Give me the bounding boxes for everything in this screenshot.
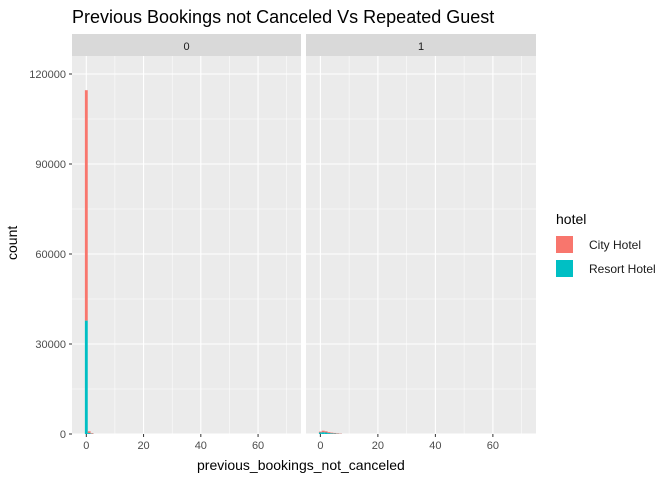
legend-label-city-hotel: City Hotel: [589, 238, 642, 252]
bar-resort-hotel: [87, 433, 91, 434]
panel-background: [72, 56, 301, 434]
x-axis-title: previous_bookings_not_canceled: [197, 457, 405, 473]
bar-resort-hotel: [324, 432, 328, 434]
x-tick-label: 20: [372, 440, 384, 452]
y-tick-label: 90000: [35, 159, 66, 171]
y-tick-label: 30000: [35, 339, 66, 351]
legend-title: hotel: [556, 211, 587, 227]
bar-resort-hotel: [327, 433, 331, 434]
chart-title: Previous Bookings not Canceled Vs Repeat…: [72, 7, 495, 27]
bar-city-hotel: [324, 431, 328, 433]
bar-resort-hotel: [321, 432, 325, 434]
y-tick-label: 60000: [35, 249, 66, 261]
bar-city-hotel: [84, 90, 88, 321]
bar-city-hotel: [318, 431, 322, 433]
x-tick-label: 20: [137, 440, 149, 452]
panel-background: [306, 56, 536, 434]
facet-strip: [306, 34, 536, 56]
x-tick-label: 60: [487, 440, 499, 452]
bar-city-hotel: [90, 433, 94, 434]
x-tick-label: 40: [429, 440, 441, 452]
y-tick-label: 120000: [29, 69, 66, 81]
legend-label-resort-hotel: Resort Hotel: [589, 262, 656, 276]
facet-strip-label: 1: [418, 41, 424, 53]
bar-city-hotel: [321, 430, 325, 433]
bar-resort-hotel: [84, 320, 88, 434]
bar-city-hotel: [333, 432, 337, 434]
bar-city-hotel: [87, 431, 91, 434]
x-tick-label: 60: [252, 440, 264, 452]
y-axis-title: count: [4, 225, 20, 260]
bar-city-hotel: [327, 432, 331, 434]
legend-key-resort-hotel: [556, 260, 573, 277]
x-tick-label: 0: [83, 440, 89, 452]
x-tick-label: 0: [317, 440, 323, 452]
bar-resort-hotel: [318, 432, 322, 434]
y-tick-label: 0: [60, 429, 66, 441]
bar-city-hotel: [330, 432, 334, 434]
legend-key-city-hotel: [556, 236, 573, 253]
x-tick-label: 40: [195, 440, 207, 452]
facet-strip: [72, 34, 301, 56]
facet-strip-label: 0: [183, 41, 189, 53]
bar-resort-hotel: [330, 433, 334, 434]
